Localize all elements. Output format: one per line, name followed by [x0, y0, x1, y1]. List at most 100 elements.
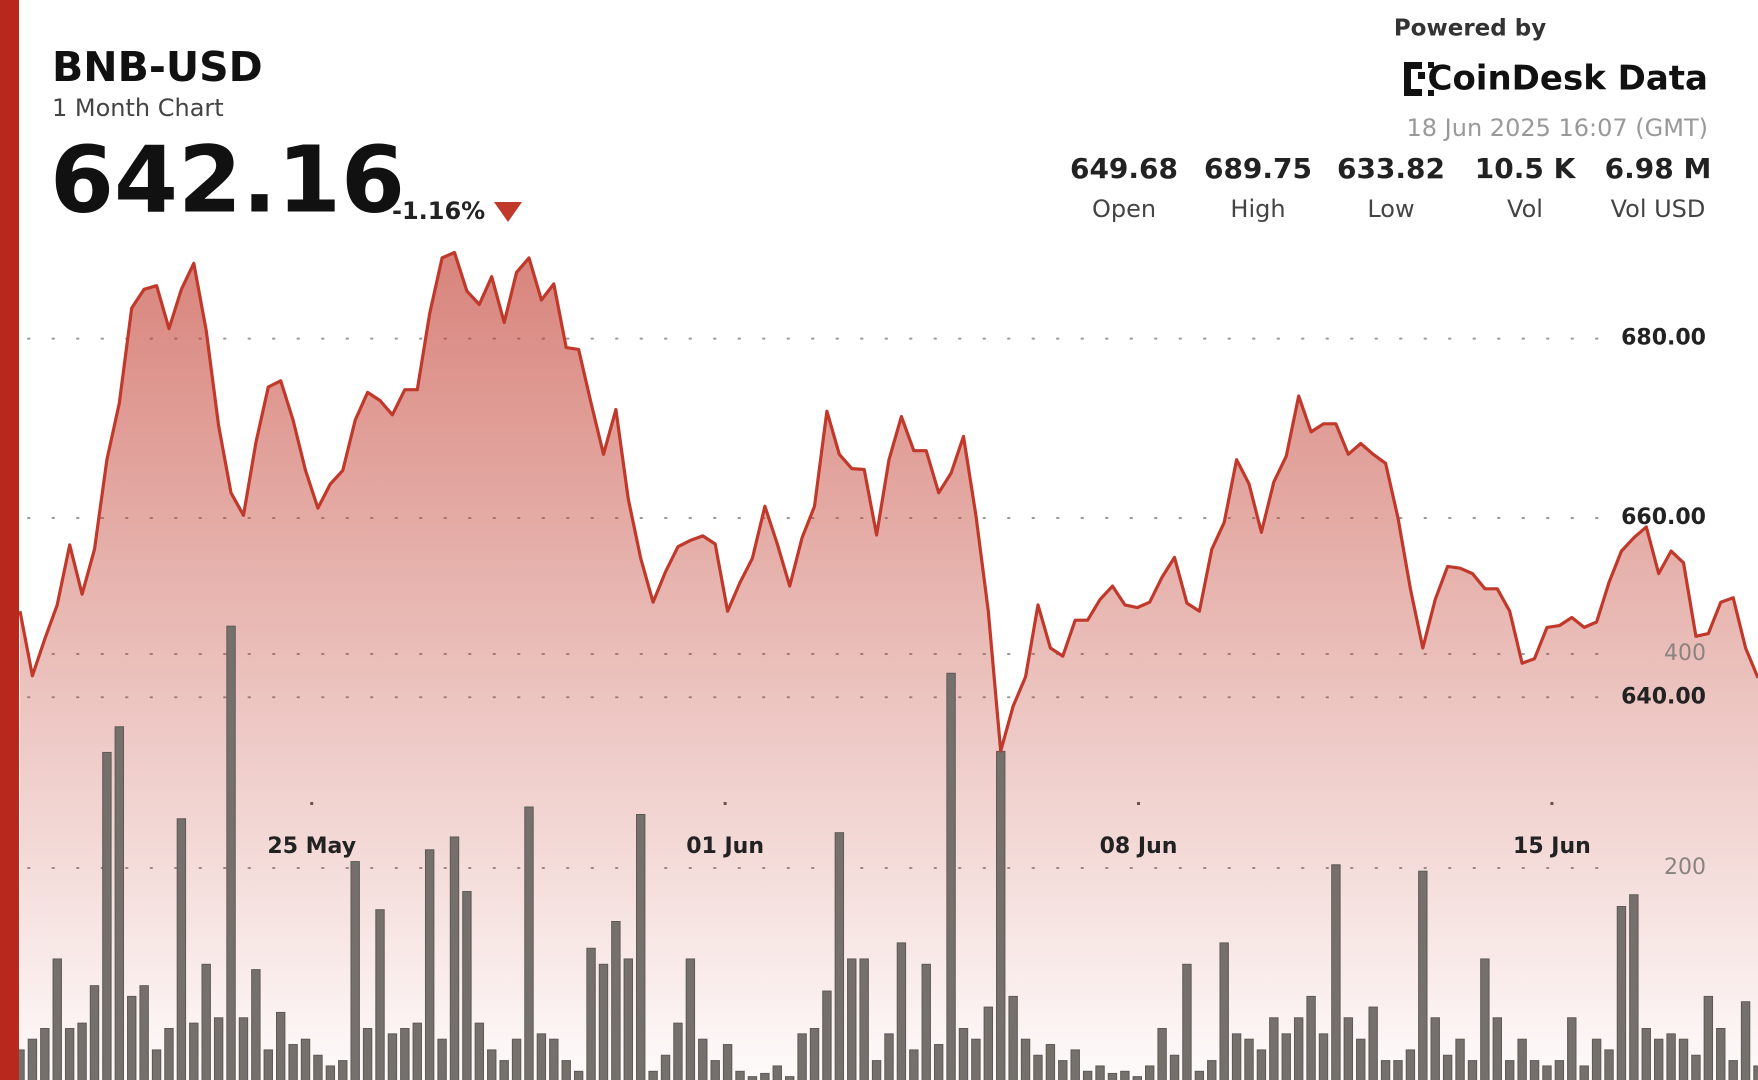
- x-tick-label: 01 Jun: [686, 834, 764, 859]
- volume-bar: [474, 1022, 485, 1080]
- volume-bar: [847, 958, 857, 1080]
- y2-tick-label: 400: [1664, 641, 1706, 666]
- volume-bar: [263, 1049, 273, 1080]
- volume-bar: [288, 1044, 298, 1080]
- volume-bar: [524, 806, 534, 1080]
- volume-bar: [338, 1060, 348, 1080]
- volume-bar: [27, 1038, 38, 1080]
- volume-bar: [1356, 1038, 1366, 1080]
- volume-bar: [636, 814, 646, 1080]
- volume-bar: [462, 891, 472, 1080]
- y-tick-label: 640.00: [1621, 684, 1706, 709]
- volume-bar: [1542, 1065, 1552, 1080]
- volume-bar: [151, 1049, 162, 1080]
- volume-bar: [1070, 1049, 1080, 1080]
- volume-bar: [660, 1054, 671, 1080]
- powered-by: Powered by: [1394, 16, 1546, 42]
- stat-label: Vol: [1507, 195, 1543, 223]
- volume-bar: [958, 1028, 969, 1080]
- volume-bar: [238, 1017, 249, 1080]
- volume-bar: [313, 1054, 323, 1080]
- volume-bar: [201, 963, 211, 1080]
- volume-bar: [809, 1028, 820, 1080]
- volume-bar: [102, 751, 112, 1080]
- volume-bar: [1169, 1054, 1180, 1080]
- volume-bar: [52, 958, 62, 1080]
- volume-bar: [710, 1060, 720, 1080]
- volume-bar: [1678, 1038, 1689, 1080]
- volume-bar: [176, 818, 187, 1080]
- volume-bar: [1120, 1070, 1130, 1080]
- volume-bar: [673, 1022, 683, 1080]
- subtitle: 1 Month Chart: [52, 94, 224, 122]
- volume-bar: [1020, 1038, 1031, 1080]
- volume-bar: [859, 958, 869, 1080]
- volume-bar: [698, 1038, 708, 1080]
- volume-bar: [350, 861, 360, 1080]
- volume-bar: [77, 1022, 87, 1080]
- volume-bar: [549, 1038, 559, 1080]
- plot-area: 640.00 660.00 680.00 200 400 25 May 01 Jun 08 J…: [15, 250, 1758, 1080]
- volume-bar: [499, 1060, 509, 1080]
- volume-bar: [921, 963, 931, 1080]
- volume-bar: [127, 995, 137, 1080]
- volume-bar: [189, 1022, 199, 1080]
- volume-bar: [1529, 1060, 1540, 1080]
- volume-bar: [1207, 1060, 1217, 1080]
- volume-bar: [1467, 1060, 1478, 1080]
- brand: CoinDesk Data: [1428, 59, 1709, 99]
- volume-bar: [1505, 1060, 1515, 1080]
- volume-bar: [1716, 1028, 1726, 1080]
- volume-bar: [983, 1006, 994, 1080]
- volume-bar: [1082, 1070, 1093, 1080]
- change: -1.16%: [392, 197, 485, 225]
- volume-bar: [362, 1028, 373, 1080]
- volume-bar: [1145, 1065, 1155, 1080]
- volume-bar: [1517, 1038, 1527, 1080]
- volume-bar: [1728, 1060, 1738, 1080]
- volume-bar: [1393, 1060, 1403, 1080]
- volume-bar: [1318, 1033, 1329, 1080]
- volume-bar: [971, 1038, 981, 1080]
- x-tick-label: 15 Jun: [1513, 834, 1591, 859]
- y-tick-label: 680.00: [1621, 326, 1706, 351]
- volume-bar: [1269, 1017, 1279, 1080]
- volume-bar: [1480, 958, 1490, 1080]
- volume-bar: [648, 1070, 658, 1080]
- volume-bar: [1753, 1065, 1758, 1080]
- volume-bar: [1343, 1017, 1354, 1080]
- volume-bar: [834, 832, 845, 1080]
- volume-bar: [1430, 1017, 1440, 1080]
- volume-bar: [735, 1070, 745, 1080]
- stat-label: High: [1230, 195, 1285, 223]
- stat-value: 689.75: [1204, 152, 1312, 185]
- y2-tick-label: 200: [1664, 855, 1706, 880]
- volume-bar: [996, 750, 1006, 1080]
- stat-value: 649.68: [1070, 152, 1178, 185]
- volume-bar: [598, 963, 609, 1080]
- volume-bar: [1244, 1038, 1254, 1080]
- volume-bar: [722, 1044, 733, 1080]
- volume-bar: [375, 909, 385, 1080]
- volume-bar: [1033, 1054, 1043, 1080]
- volume-bar: [1380, 1060, 1391, 1080]
- volume-bar: [784, 1076, 795, 1080]
- volume-bar: [40, 1028, 50, 1080]
- volume-bar: [871, 1060, 882, 1080]
- volume-bar: [300, 1038, 311, 1080]
- volume-bar: [586, 947, 596, 1080]
- volume-bar: [1442, 1054, 1453, 1080]
- volume-bar: [1579, 1065, 1589, 1080]
- volume-bar: [933, 1044, 944, 1080]
- stats: 649.68 Open 689.75 High 633.82 Low 10.5 K Vol 6.…: [1070, 152, 1711, 223]
- volume-bar: [1256, 1049, 1267, 1080]
- timestamp: 18 Jun 2025 16:07 (GMT): [1407, 114, 1709, 142]
- volume-bar: [1666, 1033, 1676, 1080]
- volume-bar: [561, 1060, 571, 1080]
- volume-bar: [685, 958, 696, 1080]
- volume-bar: [1132, 1076, 1142, 1080]
- volume-bar: [772, 1065, 782, 1080]
- volume-bar: [1331, 864, 1341, 1080]
- grid: [20, 252, 1758, 1080]
